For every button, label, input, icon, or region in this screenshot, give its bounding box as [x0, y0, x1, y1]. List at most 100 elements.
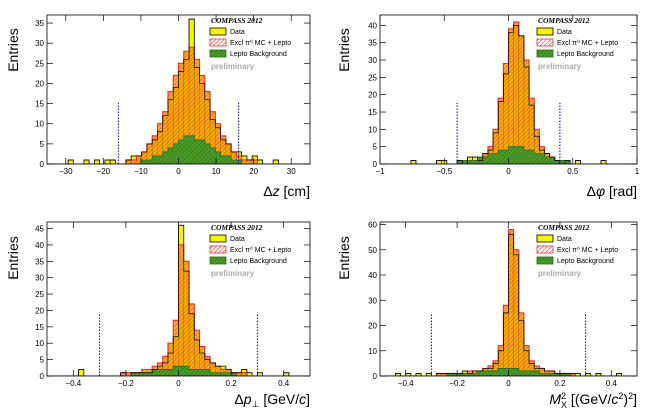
chart-panel-1: 0 5 10 15 20 25 30 35 −30 −20 −10 0 10 20 30 Entries Δz …: [5, 14, 311, 199]
lepto-bar: [210, 147, 216, 164]
legend-mc-swatch: [209, 245, 227, 254]
histograms: [380, 229, 637, 376]
lepto-bar: [549, 157, 555, 164]
lepto-bar: [451, 373, 458, 376]
lepto-outline: [47, 135, 310, 164]
x-axis-label: M2 X [(GeV/c2)2]: [549, 391, 637, 410]
legend-lepto-swatch: [209, 49, 227, 58]
lepto-bar: [215, 151, 221, 164]
y-tick-label: 10: [368, 125, 377, 134]
mc-bar: [157, 123, 163, 164]
lepto-bar: [157, 155, 163, 164]
mc-bar: [189, 303, 195, 376]
legend-entry: Lepto Background: [230, 258, 287, 265]
mc-bar: [125, 372, 132, 376]
lepto-bar: [518, 146, 524, 164]
x-tick-label: 0.4: [278, 379, 290, 388]
mc-bar: [539, 368, 545, 376]
lepto-bar: [508, 146, 514, 164]
y-tick-label: 30: [368, 56, 377, 65]
mc-bar: [534, 129, 540, 164]
mc-bar: [513, 249, 519, 376]
x-tick-label: 30: [287, 167, 296, 176]
y-tick-label: 0: [40, 160, 45, 169]
mc-bar: [513, 21, 519, 164]
mc-bar: [204, 356, 211, 376]
mc-bar: [436, 373, 442, 376]
mc-bar: [167, 343, 174, 376]
lepto-bar: [523, 370, 530, 376]
mc-bar: [199, 75, 205, 164]
lepto-bar: [482, 370, 488, 376]
lepto-bar: [199, 369, 205, 376]
y-tick-label: 30: [35, 274, 44, 283]
lepto-bar: [446, 373, 452, 376]
y-tick-label: 40: [368, 271, 377, 280]
lepto-bar: [162, 151, 168, 164]
legend-entry: Data: [557, 29, 572, 36]
lepto-bar: [225, 372, 232, 376]
y-tick-label: 15: [35, 323, 44, 332]
y-tick-label: 30: [35, 39, 44, 48]
lepto-bar: [189, 369, 195, 376]
mc-bar: [178, 244, 184, 376]
mc-bar: [493, 129, 499, 164]
lepto-bar: [487, 153, 494, 164]
mc-bar: [503, 63, 509, 164]
lepto-bar: [462, 373, 468, 376]
mc-bar: [220, 135, 226, 164]
mc-outline: [47, 46, 310, 164]
lepto-bar: [534, 370, 540, 376]
x-tick-label: 1: [635, 167, 640, 176]
lepto-bar: [183, 135, 190, 164]
x-tick-label: 0: [506, 167, 511, 176]
x-tick-label: 20: [249, 167, 258, 176]
legend-entry: Data: [230, 29, 245, 36]
y-tick-label: 10: [35, 120, 44, 129]
mc-bar: [194, 330, 200, 376]
legend-lepto-swatch: [536, 49, 554, 58]
lepto-outline: [380, 368, 637, 376]
mc-bar: [529, 98, 535, 164]
x-tick-label: −0.2: [449, 379, 465, 388]
mc-bar: [204, 91, 211, 164]
lepto-bar: [554, 373, 560, 376]
legend-entry: Lepto Background: [557, 258, 614, 265]
lepto-bar: [508, 368, 514, 376]
mc-bar: [236, 372, 242, 376]
x-tick-label: −0.4: [398, 379, 414, 388]
mc-bar: [523, 345, 530, 376]
lepto-bar: [513, 368, 519, 376]
legend-entry: Excl π⁰ MC + Lepto: [557, 39, 618, 47]
lepto-bar: [167, 147, 174, 164]
data-bar: [94, 159, 100, 164]
mc-bar: [523, 60, 530, 164]
y-tick-label: 40: [35, 241, 44, 250]
x-tick-label: −10: [134, 167, 148, 176]
legend-mc-swatch: [536, 245, 554, 254]
lepto-bar: [472, 160, 478, 164]
lepto-bar: [503, 150, 509, 164]
mc-bar: [141, 151, 147, 164]
lepto-bar: [173, 366, 179, 376]
mc-bar: [146, 143, 153, 164]
mc-bar: [441, 373, 447, 376]
chart-panel-2: 0 5 10 15 20 25 30 35 40 −1 −0.5 0 0.5 1 Entries Δφ [ra…: [336, 14, 640, 199]
y-tick-label: 5: [40, 140, 45, 149]
legend-data-swatch: [536, 234, 554, 243]
experiment-label: COMPASS 2012: [538, 16, 590, 25]
mc-bar: [498, 345, 504, 376]
lepto-bar: [529, 150, 535, 164]
legend-mc-swatch: [209, 38, 227, 47]
lepto-bar: [231, 159, 237, 164]
data-outline: [47, 18, 310, 164]
x-axis-label: Δφ [rad]: [587, 183, 637, 199]
lepto-bar: [467, 160, 473, 164]
lepto-bar: [236, 159, 242, 164]
mc-bar: [210, 362, 216, 376]
y-tick-label: 0: [373, 160, 378, 169]
lepto-bar: [565, 160, 571, 164]
y-tick-label: 15: [35, 100, 44, 109]
lepto-bar: [215, 372, 221, 376]
histograms: [47, 18, 310, 164]
